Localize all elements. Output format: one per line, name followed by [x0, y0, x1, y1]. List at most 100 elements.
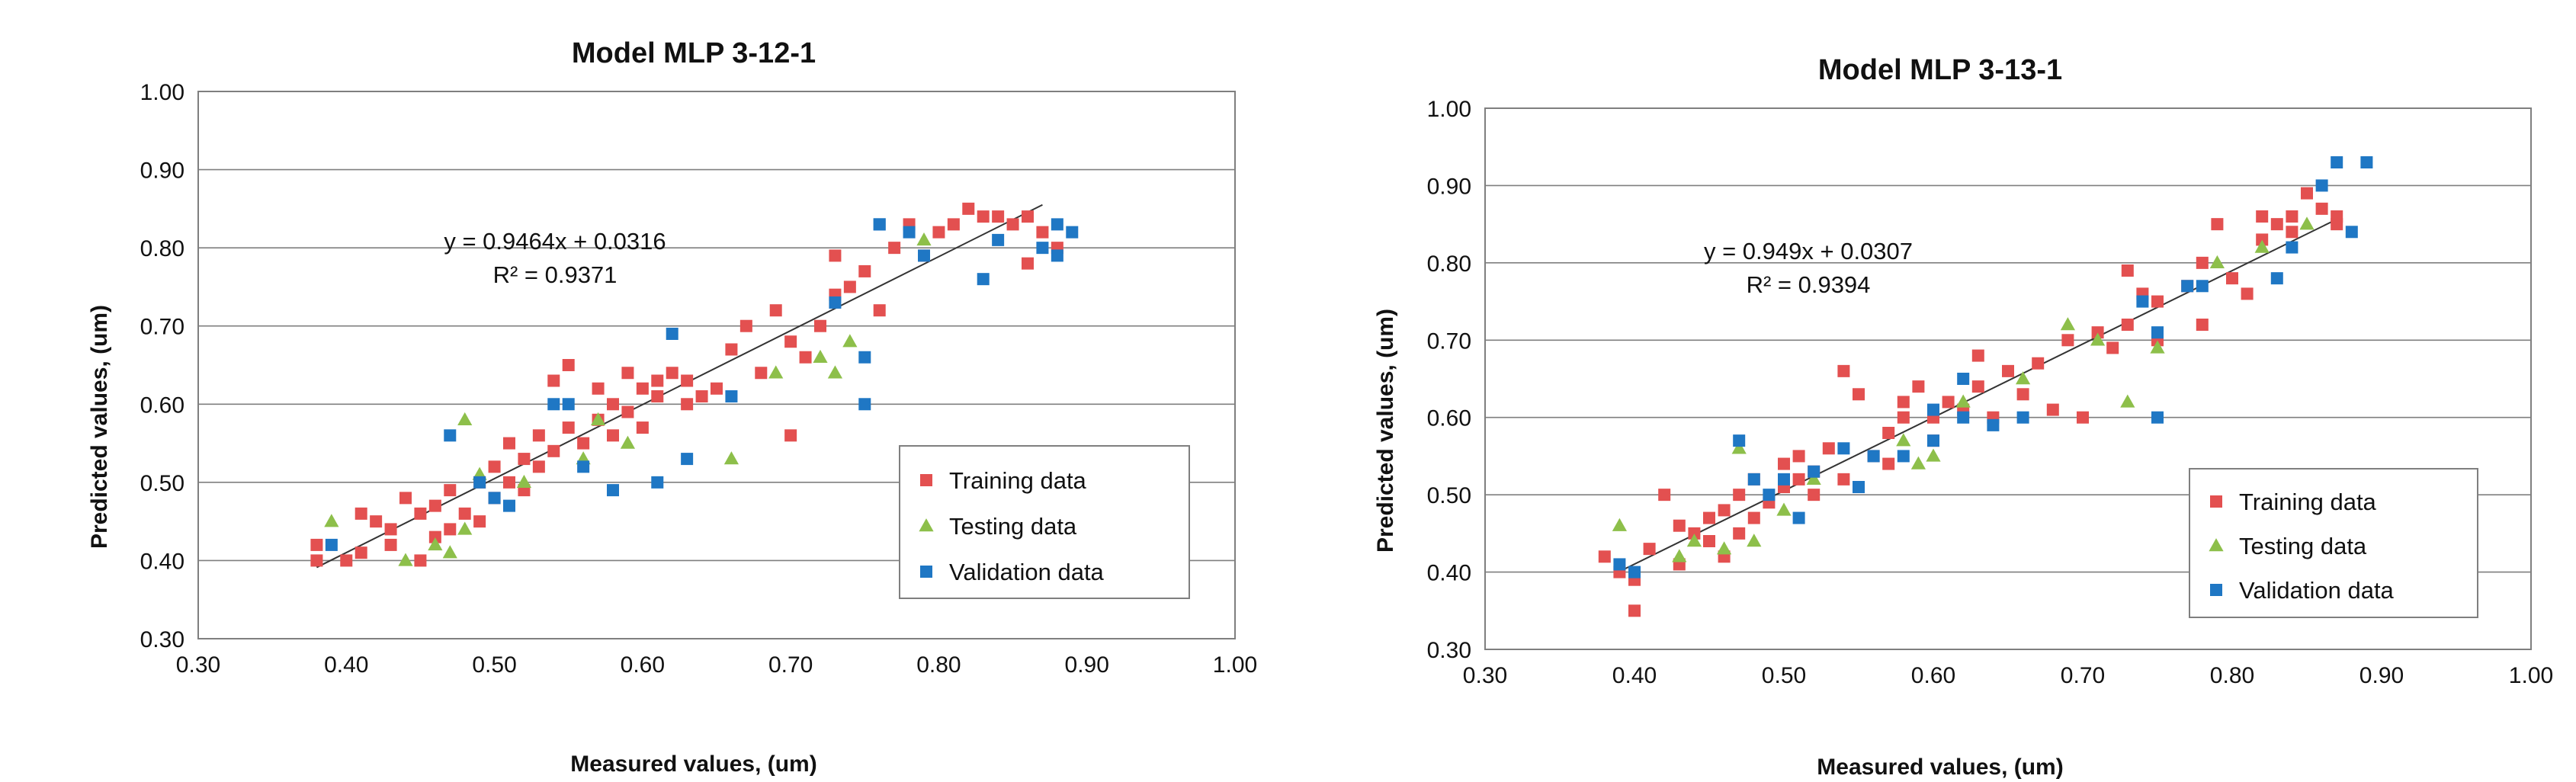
- data-point: [1658, 489, 1671, 502]
- data-point: [1957, 411, 1970, 424]
- y-tick-label: 0.80: [140, 236, 184, 261]
- data-point: [1987, 418, 2000, 431]
- data-point: [1971, 380, 1984, 393]
- data-point: [666, 327, 678, 340]
- y-axis-title: Predicted values, (um): [1373, 309, 1398, 553]
- data-point: [1927, 434, 1939, 447]
- data-point: [503, 437, 515, 450]
- legend-marker: [919, 518, 934, 532]
- data-point: [1806, 471, 1821, 486]
- data-point: [444, 484, 457, 497]
- data-point: [1776, 502, 1792, 516]
- data-point: [725, 343, 738, 356]
- data-point: [562, 398, 575, 411]
- y-tick-label: 0.30: [1427, 638, 1471, 663]
- x-axis-title: Measured values, (um): [570, 752, 816, 777]
- data-point: [2181, 280, 2194, 293]
- data-point: [918, 249, 930, 262]
- r-squared-label: R² = 0.9394: [1747, 271, 1871, 298]
- data-point: [2196, 280, 2209, 293]
- data-point: [1733, 527, 1746, 540]
- legend-marker: [920, 474, 932, 486]
- data-point: [2254, 239, 2270, 253]
- data-point: [636, 382, 649, 395]
- data-point: [1792, 511, 1805, 524]
- data-point: [2106, 341, 2119, 354]
- data-point: [1897, 450, 1910, 463]
- data-point: [784, 429, 797, 442]
- chart-left: Model MLP 3-12-1 0.30 0.40 0.50 0.60 0.70 0.8…: [87, 37, 1257, 777]
- data-point: [2002, 364, 2014, 377]
- data-point: [1853, 481, 1865, 493]
- data-point: [547, 444, 560, 457]
- x-tick-label: 0.40: [1612, 663, 1657, 688]
- data-point: [324, 514, 339, 527]
- y-tick-labels: 0.30 0.40 0.50 0.60 0.70 0.80 0.90 1.00: [140, 80, 184, 652]
- legend-box: [899, 445, 1190, 599]
- data-point: [992, 210, 1005, 223]
- data-point: [1747, 534, 1762, 547]
- data-point: [2061, 334, 2074, 347]
- y-tick-label: 0.50: [1427, 483, 1471, 508]
- data-point: [1837, 473, 1850, 486]
- data-point: [814, 319, 826, 332]
- data-point: [1036, 242, 1049, 255]
- data-point: [354, 546, 367, 559]
- data-point: [310, 554, 323, 567]
- data-point: [428, 499, 441, 512]
- data-point: [442, 545, 457, 559]
- legend: Training data Testing data Validation data: [2189, 468, 2478, 618]
- data-point: [888, 242, 901, 255]
- data-point: [547, 398, 560, 411]
- data-point: [2360, 156, 2373, 168]
- data-point: [755, 367, 768, 380]
- plot-area: [1484, 107, 2532, 650]
- data-point: [1778, 457, 1790, 470]
- data-point: [858, 264, 871, 277]
- data-point: [1837, 442, 1850, 455]
- data-point: [577, 460, 590, 473]
- data-point: [1882, 457, 1895, 470]
- data-point: [1688, 527, 1701, 540]
- data-point: [1051, 249, 1063, 262]
- chart-title: Model MLP 3-13-1: [1818, 54, 2062, 86]
- data-point: [488, 460, 501, 473]
- data-point: [621, 367, 634, 380]
- data-point: [1612, 518, 1627, 531]
- data-point: [1717, 541, 1732, 555]
- data-point: [1022, 257, 1034, 270]
- y-tick-label: 0.70: [1427, 329, 1471, 354]
- x-tick-label: 0.70: [768, 652, 813, 678]
- data-point: [2077, 411, 2089, 424]
- data-point: [414, 554, 427, 567]
- data-point: [518, 453, 531, 466]
- data-point: [2091, 326, 2104, 339]
- data-point: [962, 202, 975, 215]
- data-point: [621, 405, 634, 418]
- data-point: [503, 499, 515, 512]
- data-point: [1747, 511, 1760, 524]
- x-tick-label: 0.60: [621, 652, 665, 678]
- data-point: [2299, 216, 2315, 230]
- data-point: [1747, 473, 1760, 486]
- data-point: [2331, 218, 2343, 231]
- data-point: [384, 523, 397, 536]
- data-point: [2090, 332, 2106, 346]
- data-point: [2226, 272, 2238, 285]
- y-tick-label: 0.60: [140, 393, 184, 418]
- data-point: [488, 492, 501, 505]
- data-point: [1036, 226, 1049, 239]
- data-point: [651, 390, 664, 403]
- data-point: [2241, 287, 2254, 300]
- data-point: [1792, 450, 1805, 463]
- data-point: [1957, 373, 1970, 385]
- data-point: [1867, 450, 1880, 463]
- data-point: [799, 351, 812, 364]
- data-point: [2151, 326, 2164, 339]
- data-point: [768, 365, 784, 379]
- data-point: [1703, 511, 1715, 524]
- legend-label: Testing data: [949, 513, 1077, 540]
- legend-marker: [920, 566, 932, 578]
- data-point: [2121, 264, 2134, 277]
- y-tick-label: 1.00: [1427, 97, 1471, 122]
